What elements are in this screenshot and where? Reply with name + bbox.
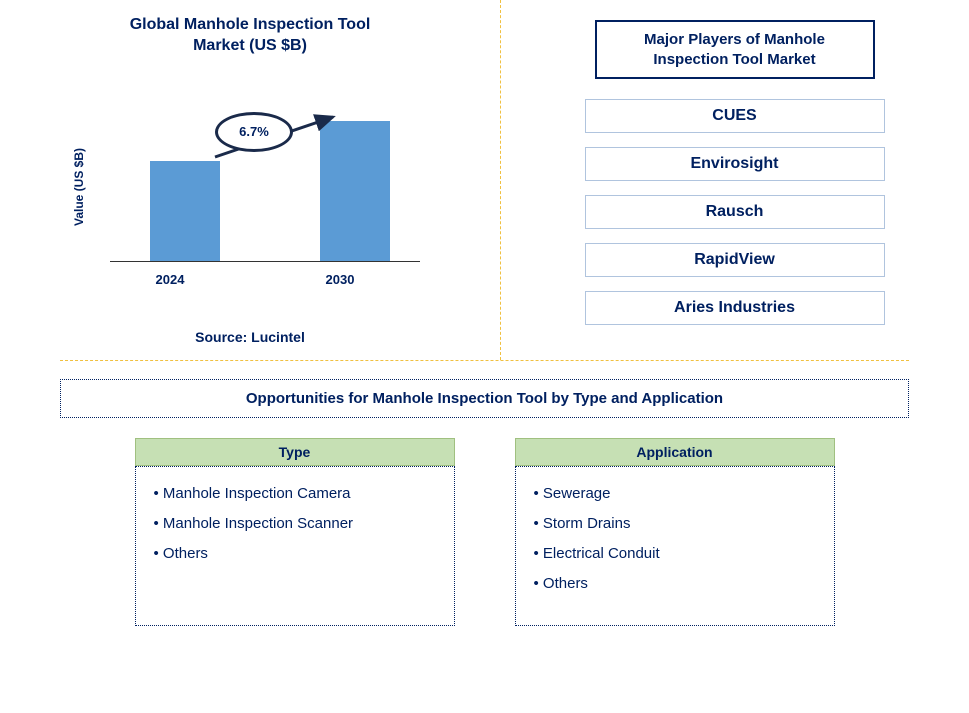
category-item: Others [534,569,816,599]
player-item: Aries Industries [585,291,885,325]
x-label-2030: 2030 [305,272,375,287]
chart-panel: Global Manhole Inspection Tool Market (U… [0,0,500,360]
bar-2030 [320,121,390,261]
player-item: RapidView [585,243,885,277]
opportunities-section: Opportunities for Manhole Inspection Too… [0,361,969,646]
chart-title-line1: Global Manhole Inspection Tool [130,16,371,33]
category-header-type: Type [135,438,455,466]
opportunities-title: Opportunities for Manhole Inspection Too… [60,379,909,418]
players-panel: Major Players of Manhole Inspection Tool… [500,0,969,360]
chart-title-line2: Market (US $B) [193,37,307,54]
growth-rate-callout: 6.7% [215,112,293,152]
chart-source: Source: Lucintel [195,329,305,345]
bars-container: 6.7% [110,87,420,262]
category-item: Manhole Inspection Scanner [154,509,436,539]
player-item: Envirosight [585,147,885,181]
players-title-line1: Major Players of Manhole [644,31,825,48]
category-type-block: Type Manhole Inspection Camera Manhole I… [135,438,455,626]
y-axis-label: Value (US $B) [72,148,86,226]
vertical-divider [500,0,501,360]
categories-row: Type Manhole Inspection Camera Manhole I… [60,438,909,626]
category-item: Manhole Inspection Camera [154,479,436,509]
player-item: CUES [585,99,885,133]
growth-rate-value: 6.7% [239,124,269,139]
category-item: Electrical Conduit [534,539,816,569]
category-items-application: Sewerage Storm Drains Electrical Conduit… [515,466,835,626]
category-header-application: Application [515,438,835,466]
category-item: Sewerage [534,479,816,509]
category-item: Others [154,539,436,569]
chart-title: Global Manhole Inspection Tool Market (U… [20,15,480,57]
x-label-2024: 2024 [135,272,205,287]
player-item: Rausch [585,195,885,229]
category-application-block: Application Sewerage Storm Drains Electr… [515,438,835,626]
players-title-line2: Inspection Tool Market [653,51,815,68]
bar-chart: Value (US $B) 6.7% [80,87,420,287]
bar-2024 [150,161,220,261]
category-item: Storm Drains [534,509,816,539]
players-title: Major Players of Manhole Inspection Tool… [595,20,875,79]
infographic-container: Global Manhole Inspection Tool Market (U… [0,0,969,713]
top-section: Global Manhole Inspection Tool Market (U… [0,0,969,360]
category-items-type: Manhole Inspection Camera Manhole Inspec… [135,466,455,626]
